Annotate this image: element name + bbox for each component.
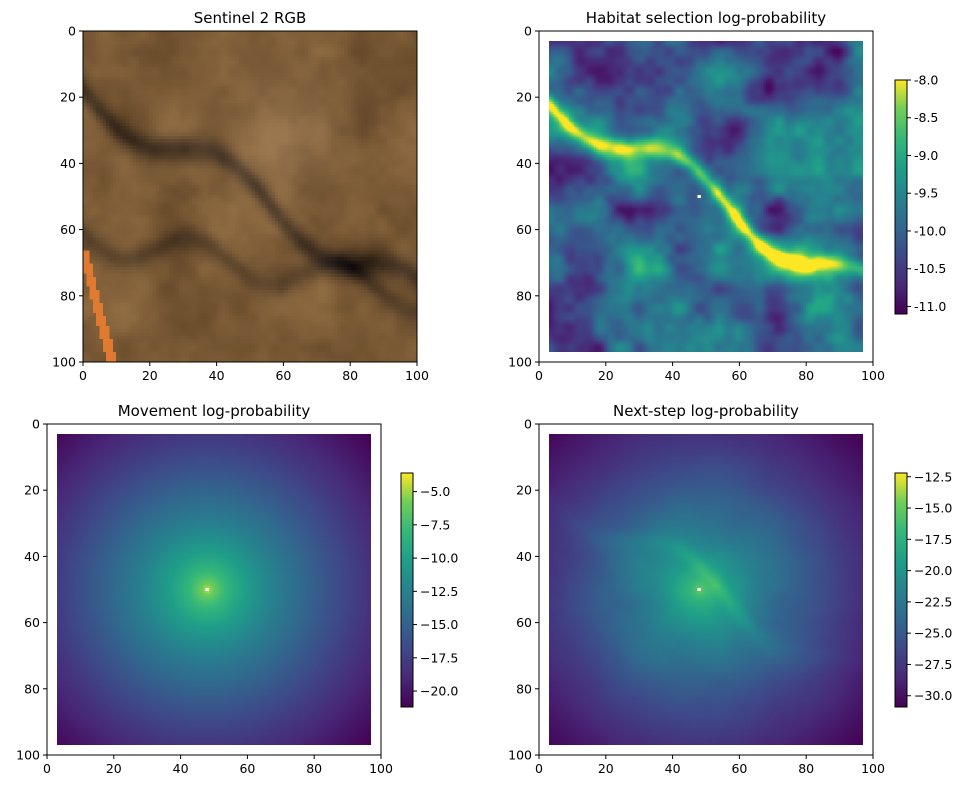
x-tick-label: 100 bbox=[861, 761, 885, 776]
y-tick-label: 80 bbox=[516, 288, 532, 303]
colorbar-tick-label: -11.0 bbox=[914, 299, 946, 314]
colorbar-tick-label: −27.5 bbox=[914, 657, 952, 672]
x-tick-label: 20 bbox=[598, 761, 614, 776]
colorbar-tick-label: −5.0 bbox=[420, 484, 450, 499]
y-tick-label: 40 bbox=[24, 549, 40, 564]
colorbar bbox=[894, 79, 908, 315]
x-tick-label: 60 bbox=[731, 761, 747, 776]
y-tick-label: 20 bbox=[516, 483, 532, 498]
colorbar-tick-label: -8.0 bbox=[914, 73, 938, 88]
chart-title: Next-step log-probability bbox=[613, 402, 799, 420]
y-tick-label: 80 bbox=[60, 288, 76, 303]
x-tick-label: 80 bbox=[306, 761, 322, 776]
colorbar-tick-label: −17.5 bbox=[914, 532, 952, 547]
y-tick-label: 20 bbox=[60, 90, 76, 105]
colorbar-tick-label: -10.0 bbox=[914, 223, 946, 238]
colorbar-tick-label: −20.0 bbox=[914, 563, 952, 578]
x-tick-label: 80 bbox=[798, 368, 814, 383]
x-tick-label: 0 bbox=[43, 761, 51, 776]
colorbar-tick-label: -9.0 bbox=[914, 148, 938, 163]
x-tick-label: 80 bbox=[798, 761, 814, 776]
colorbar-tick-label: −15.0 bbox=[420, 617, 458, 632]
y-tick-label: 60 bbox=[516, 222, 532, 237]
axes-frame bbox=[538, 423, 874, 756]
colorbar-tick-label: −7.5 bbox=[420, 517, 450, 532]
colorbar-tick-label: -8.5 bbox=[914, 110, 938, 125]
y-tick-label: 100 bbox=[508, 355, 532, 370]
y-tick-label: 0 bbox=[524, 417, 532, 432]
y-tick-label: 40 bbox=[516, 156, 532, 171]
colorbar-tick-label: -10.5 bbox=[914, 261, 946, 276]
x-tick-label: 60 bbox=[239, 761, 255, 776]
y-tick-label: 0 bbox=[32, 417, 40, 432]
y-tick-label: 80 bbox=[24, 681, 40, 696]
x-tick-label: 60 bbox=[731, 368, 747, 383]
y-tick-label: 0 bbox=[524, 24, 532, 39]
colorbar-tick-label: −10.0 bbox=[420, 551, 458, 566]
axes-frame bbox=[82, 30, 418, 363]
colorbar bbox=[400, 472, 414, 708]
x-tick-label: 20 bbox=[142, 368, 158, 383]
colorbar-tick-label: -9.5 bbox=[914, 186, 938, 201]
colorbar-tick-label: −12.5 bbox=[914, 469, 952, 484]
x-tick-label: 20 bbox=[598, 368, 614, 383]
x-tick-label: 40 bbox=[665, 761, 681, 776]
x-tick-label: 40 bbox=[173, 761, 189, 776]
chart-title: Movement log-probability bbox=[118, 402, 311, 420]
y-tick-label: 100 bbox=[508, 748, 532, 763]
panel-2: Habitat selection log-probability 0 20 40 60… bbox=[508, 9, 946, 383]
x-tick-label: 100 bbox=[369, 761, 393, 776]
y-tick-label: 60 bbox=[24, 615, 40, 630]
colorbar-tick-label: −25.0 bbox=[914, 626, 952, 641]
y-tick-label: 80 bbox=[516, 681, 532, 696]
x-tick-label: 60 bbox=[275, 368, 291, 383]
colorbar-tick-label: −30.0 bbox=[914, 688, 952, 703]
colorbar-tick-label: −12.5 bbox=[420, 584, 458, 599]
x-tick-label: 40 bbox=[209, 368, 225, 383]
y-tick-label: 40 bbox=[516, 549, 532, 564]
x-tick-label: 0 bbox=[535, 761, 543, 776]
heatmap-image bbox=[83, 31, 417, 362]
chart-title: Sentinel 2 RGB bbox=[194, 9, 307, 27]
x-tick-label: 100 bbox=[405, 368, 429, 383]
colorbar-tick-label: −17.5 bbox=[420, 650, 458, 665]
y-tick-label: 100 bbox=[52, 355, 76, 370]
chart-title: Habitat selection log-probability bbox=[586, 9, 827, 27]
y-tick-label: 20 bbox=[24, 483, 40, 498]
colorbar-tick-label: −22.5 bbox=[914, 594, 952, 609]
y-tick-label: 0 bbox=[68, 24, 76, 39]
heatmap-image bbox=[539, 424, 873, 755]
colorbar-tick-label: −15.0 bbox=[914, 501, 952, 516]
colorbar bbox=[894, 472, 908, 708]
heatmap-image bbox=[539, 31, 873, 362]
y-tick-label: 20 bbox=[516, 90, 532, 105]
colorbar-tick-label: −20.0 bbox=[420, 684, 458, 699]
y-tick-label: 40 bbox=[60, 156, 76, 171]
x-tick-label: 40 bbox=[665, 368, 681, 383]
x-tick-label: 20 bbox=[106, 761, 122, 776]
axes-frame bbox=[46, 423, 382, 756]
axes-frame bbox=[538, 30, 874, 363]
y-tick-label: 60 bbox=[516, 615, 532, 630]
x-tick-label: 0 bbox=[79, 368, 87, 383]
x-tick-label: 80 bbox=[342, 368, 358, 383]
y-tick-label: 100 bbox=[16, 748, 40, 763]
y-tick-label: 60 bbox=[60, 222, 76, 237]
heatmap-image bbox=[47, 424, 381, 755]
x-tick-label: 100 bbox=[861, 368, 885, 383]
x-tick-label: 0 bbox=[535, 368, 543, 383]
